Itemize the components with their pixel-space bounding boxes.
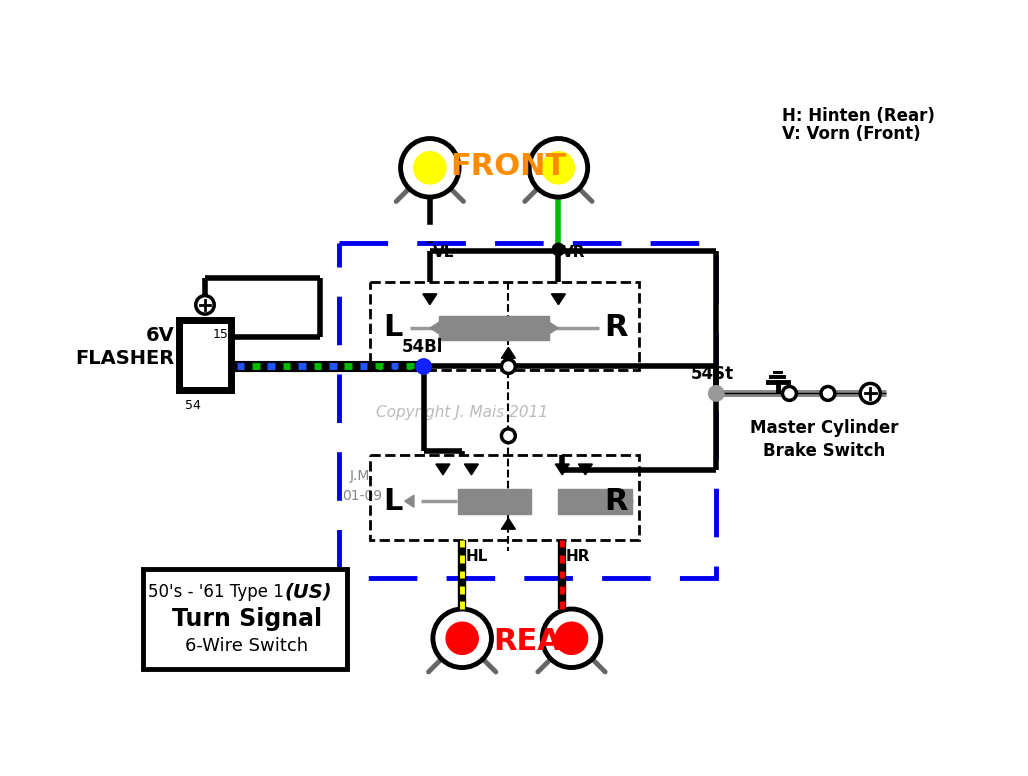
Bar [339, 243, 717, 578]
Bar [179, 320, 231, 390]
Text: 50's - '61 Type 1: 50's - '61 Type 1 [148, 583, 284, 601]
Circle shape [529, 139, 588, 197]
Polygon shape [423, 294, 437, 305]
Circle shape [860, 383, 880, 404]
Text: L: L [383, 314, 403, 342]
Circle shape [416, 359, 432, 374]
Polygon shape [465, 464, 478, 475]
Text: VL: VL [433, 244, 454, 260]
Text: 54: 54 [185, 399, 200, 412]
Text: REAR: REAR [493, 627, 585, 656]
Circle shape [543, 152, 575, 184]
Text: 6V: 6V [146, 326, 175, 345]
Text: (US): (US) [285, 583, 332, 601]
Circle shape [542, 609, 600, 667]
Polygon shape [595, 495, 604, 508]
Polygon shape [551, 294, 565, 305]
Circle shape [433, 609, 491, 667]
Circle shape [782, 386, 797, 400]
Text: Copyright J. Mais 2011: Copyright J. Mais 2011 [376, 405, 548, 420]
Text: V: Vorn (Front): V: Vorn (Front) [781, 126, 920, 144]
Text: 15: 15 [212, 327, 228, 341]
Circle shape [401, 139, 460, 197]
Polygon shape [555, 464, 570, 475]
Polygon shape [579, 464, 592, 475]
Bar [458, 489, 531, 514]
Polygon shape [436, 464, 450, 475]
Polygon shape [405, 495, 414, 508]
Text: Master Cylinder
Brake Switch: Master Cylinder Brake Switch [749, 419, 898, 460]
Circle shape [195, 296, 214, 314]
Circle shape [821, 386, 835, 400]
Circle shape [502, 359, 515, 373]
Bar [143, 569, 346, 669]
Polygon shape [430, 322, 439, 334]
Bar [370, 282, 639, 370]
Circle shape [555, 622, 588, 654]
Text: L: L [383, 487, 403, 516]
Text: R: R [604, 314, 628, 342]
Text: J.M.
01-09: J.M. 01-09 [342, 469, 382, 503]
Text: Turn Signal: Turn Signal [172, 607, 322, 631]
Text: 54Bl: 54Bl [402, 338, 443, 355]
Text: FRONT: FRONT [450, 152, 566, 181]
Text: FLASHER: FLASHER [76, 349, 175, 369]
Polygon shape [502, 348, 515, 359]
Text: HL: HL [466, 549, 488, 564]
Text: HR: HR [566, 549, 591, 564]
Polygon shape [549, 322, 558, 334]
Circle shape [708, 386, 724, 401]
Text: 6-Wire Switch: 6-Wire Switch [185, 637, 308, 655]
Polygon shape [502, 518, 515, 529]
Text: R: R [604, 487, 628, 516]
Bar [370, 455, 639, 540]
Text: 54St: 54St [691, 365, 734, 383]
Text: H: Hinten (Rear): H: Hinten (Rear) [781, 107, 934, 125]
Circle shape [502, 429, 515, 442]
Bar [558, 489, 631, 514]
Text: VR: VR [561, 244, 585, 260]
Circle shape [413, 152, 446, 184]
Bar [439, 316, 549, 341]
Circle shape [552, 243, 564, 255]
Circle shape [446, 622, 478, 654]
